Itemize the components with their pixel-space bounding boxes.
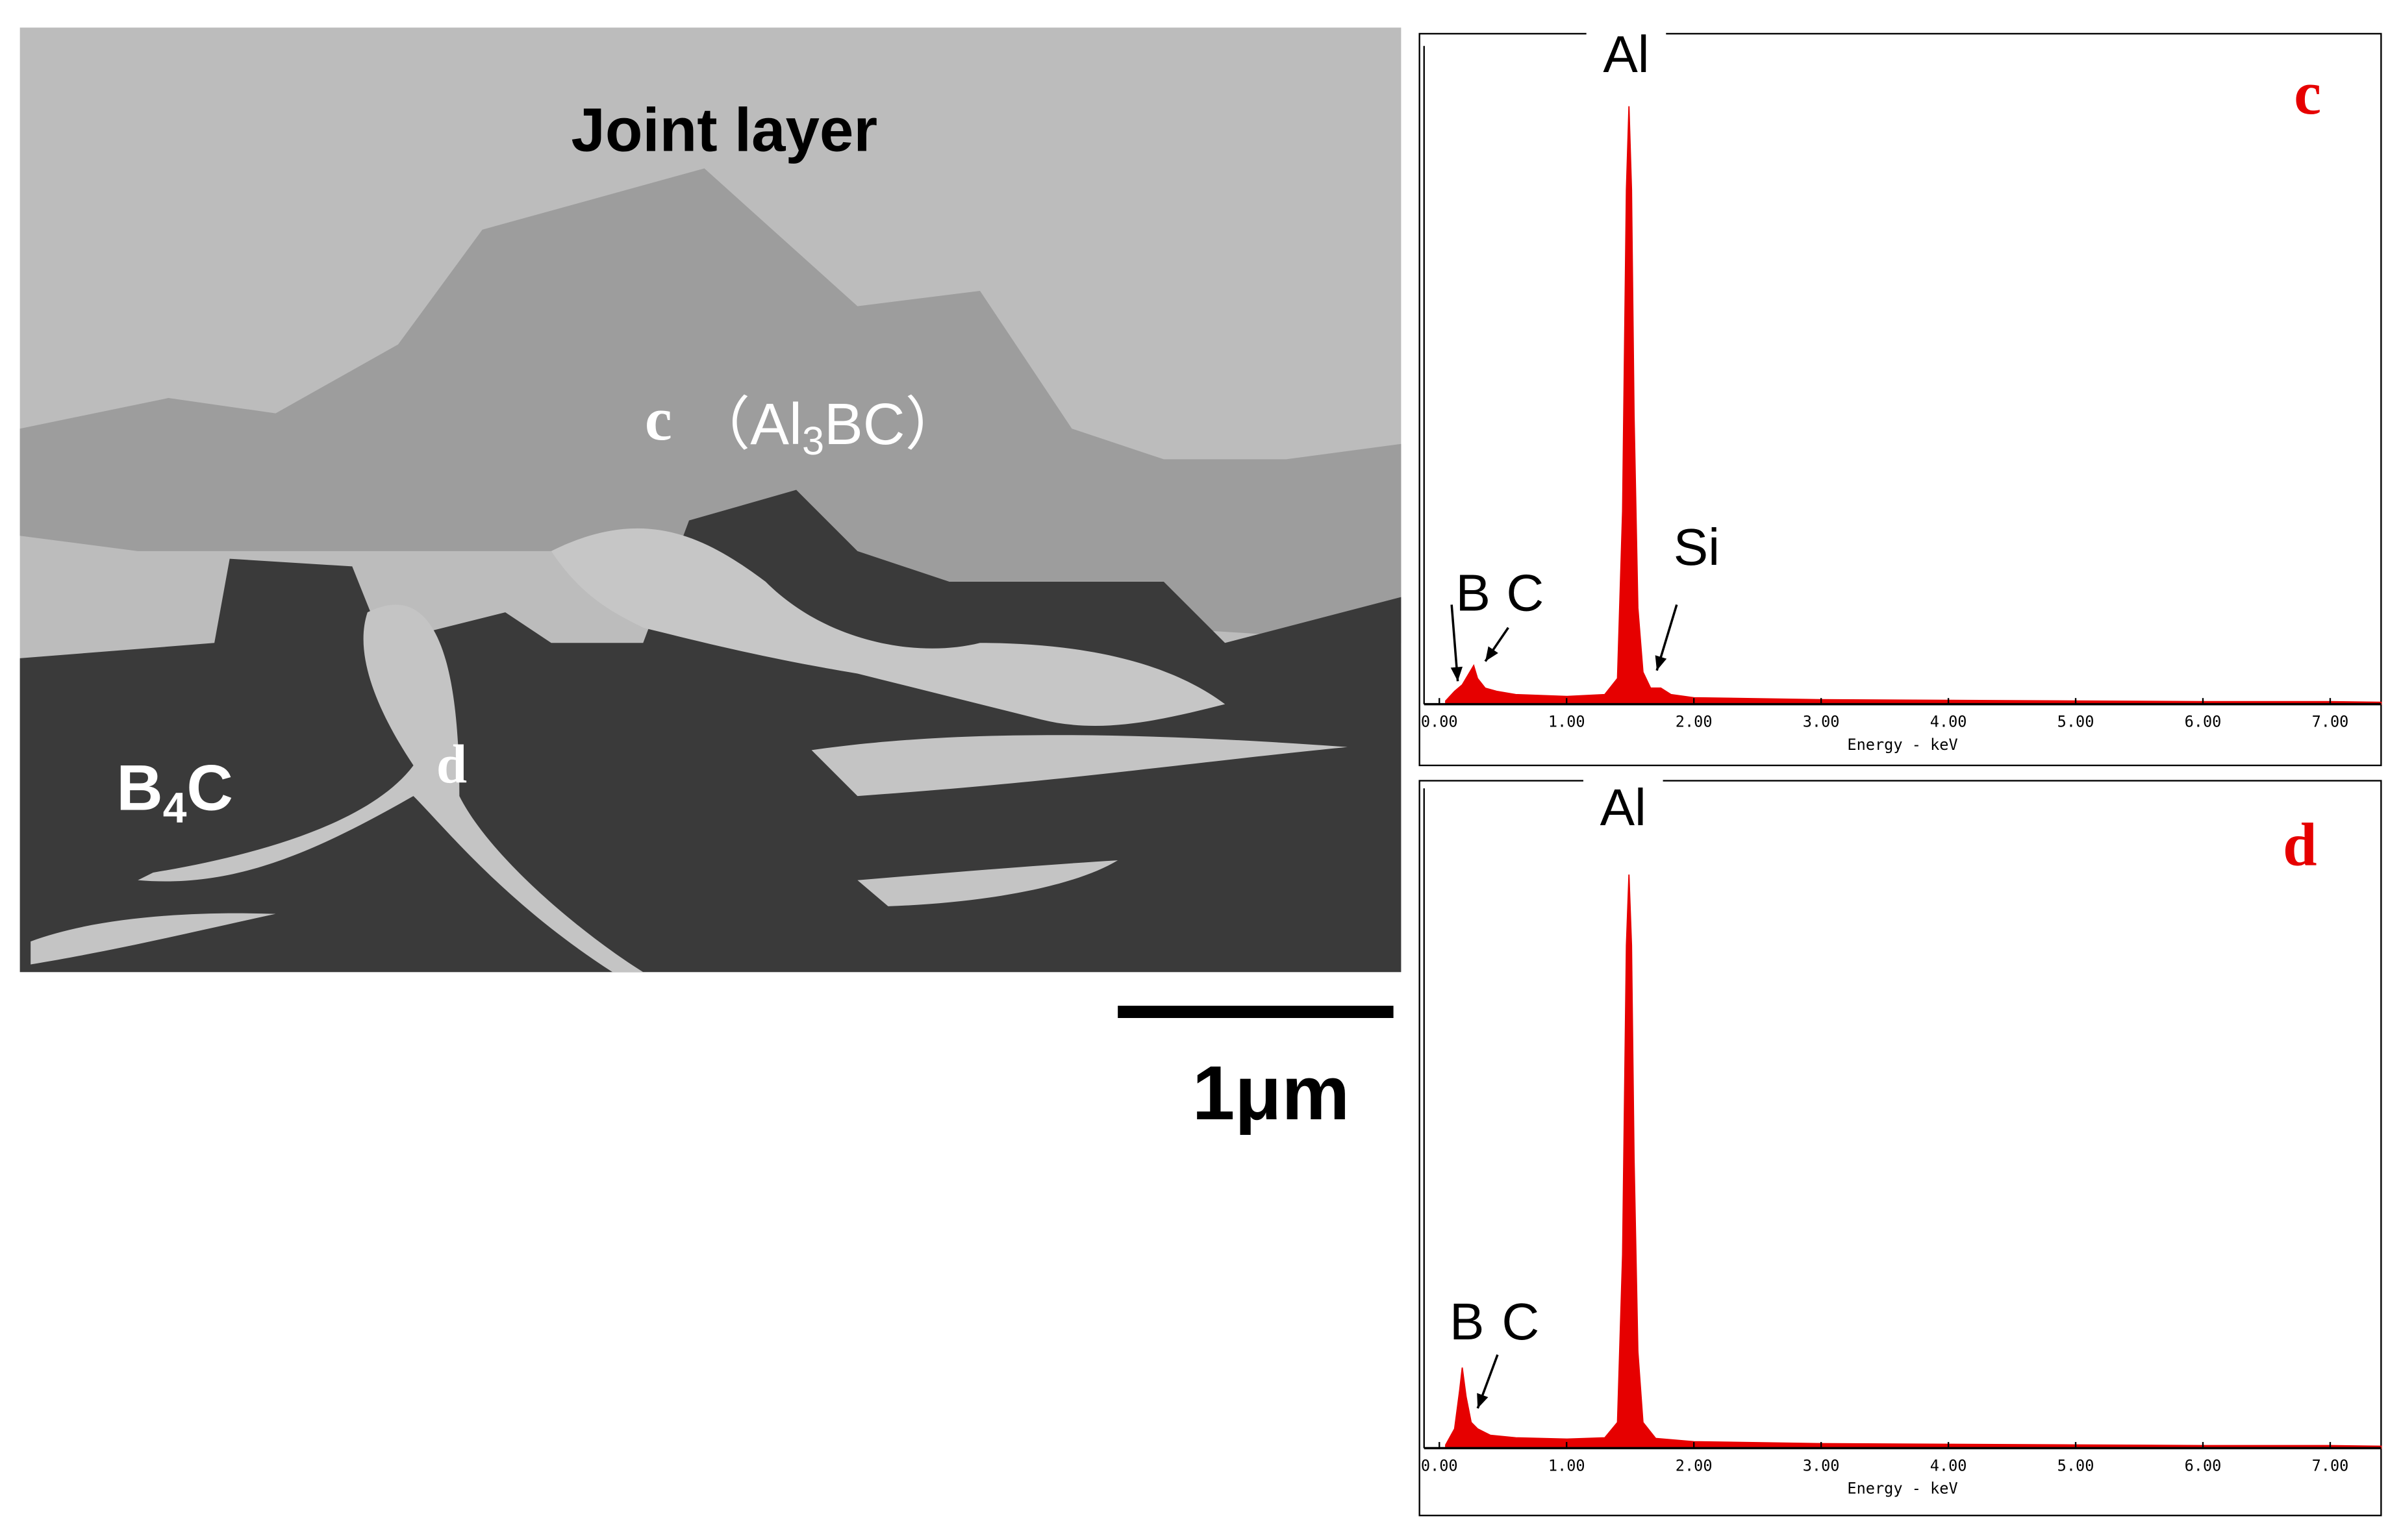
x-tick-label: 0.00 (1421, 1456, 1458, 1474)
annotation: B (1455, 564, 1490, 622)
x-tick-label: 7.00 (2312, 712, 2349, 730)
sem-micrograph: Joint layer c （Al3BC） B4C d (19, 27, 1402, 973)
x-tick-label: 3.00 (1803, 1456, 1840, 1474)
phase-text: BC） (824, 391, 963, 456)
x-tick-label: 5.00 (2057, 712, 2094, 730)
scale-bar-label: 1μm (1192, 1050, 1350, 1136)
phase-text: （Al (692, 391, 802, 456)
x-tick-label: 3.00 (1803, 712, 1840, 730)
annotation: C (1502, 1292, 1539, 1350)
arrow-head (1655, 655, 1667, 671)
spectrum (1445, 106, 2382, 705)
x-tick-label: 4.00 (1930, 712, 1967, 730)
x-axis-label: Energy - keV (1847, 736, 1957, 754)
x-tick-label: 7.00 (2312, 1456, 2349, 1474)
chart-frame (1418, 32, 2382, 767)
panel-label: d (2283, 812, 2317, 879)
substrate-text: C (186, 752, 233, 824)
x-tick-label: 6.00 (2185, 1456, 2222, 1474)
x-axis-label: Energy - keV (1847, 1480, 1957, 1498)
annotation: Al (1600, 778, 1646, 836)
arrow-head (1477, 1393, 1489, 1409)
sem-al-network (551, 528, 1226, 726)
x-tick-label: 1.00 (1548, 712, 1585, 730)
substrate-label: B4C (116, 752, 233, 832)
sem-phase-b4c (19, 490, 1402, 973)
arrow-head (1485, 646, 1498, 662)
x-tick-label: 4.00 (1930, 1456, 1967, 1474)
annotation: Al (1603, 25, 1649, 83)
arrow-head (1450, 666, 1463, 682)
chart-frame (1418, 780, 2382, 1517)
panel-label: c (2294, 60, 2321, 127)
annotation: C (1506, 564, 1544, 622)
spectrum (1445, 875, 2382, 1449)
substrate-text: B (116, 752, 163, 824)
label-background (1583, 777, 1663, 839)
sem-al-network (138, 604, 644, 973)
x-tick-label: 6.00 (2185, 712, 2222, 730)
substrate-subscript: 4 (163, 784, 187, 832)
sem-title: Joint layer (571, 95, 877, 164)
x-tick-label: 1.00 (1548, 1456, 1585, 1474)
annotation: Si (1674, 517, 1720, 576)
x-tick-label: 0.00 (1421, 712, 1458, 730)
sem-al-network (31, 735, 1348, 965)
point-label: c (645, 386, 672, 453)
x-tick-label: 2.00 (1676, 1456, 1713, 1474)
sem-phase-al3bc (19, 168, 1402, 643)
point-label: d (436, 734, 467, 795)
x-tick-label: 2.00 (1676, 712, 1713, 730)
annotation: B (1450, 1292, 1484, 1350)
x-tick-label: 5.00 (2057, 1456, 2094, 1474)
phase-label: （Al3BC） (692, 391, 963, 463)
phase-subscript: 3 (802, 419, 824, 463)
label-background (1586, 24, 1666, 86)
